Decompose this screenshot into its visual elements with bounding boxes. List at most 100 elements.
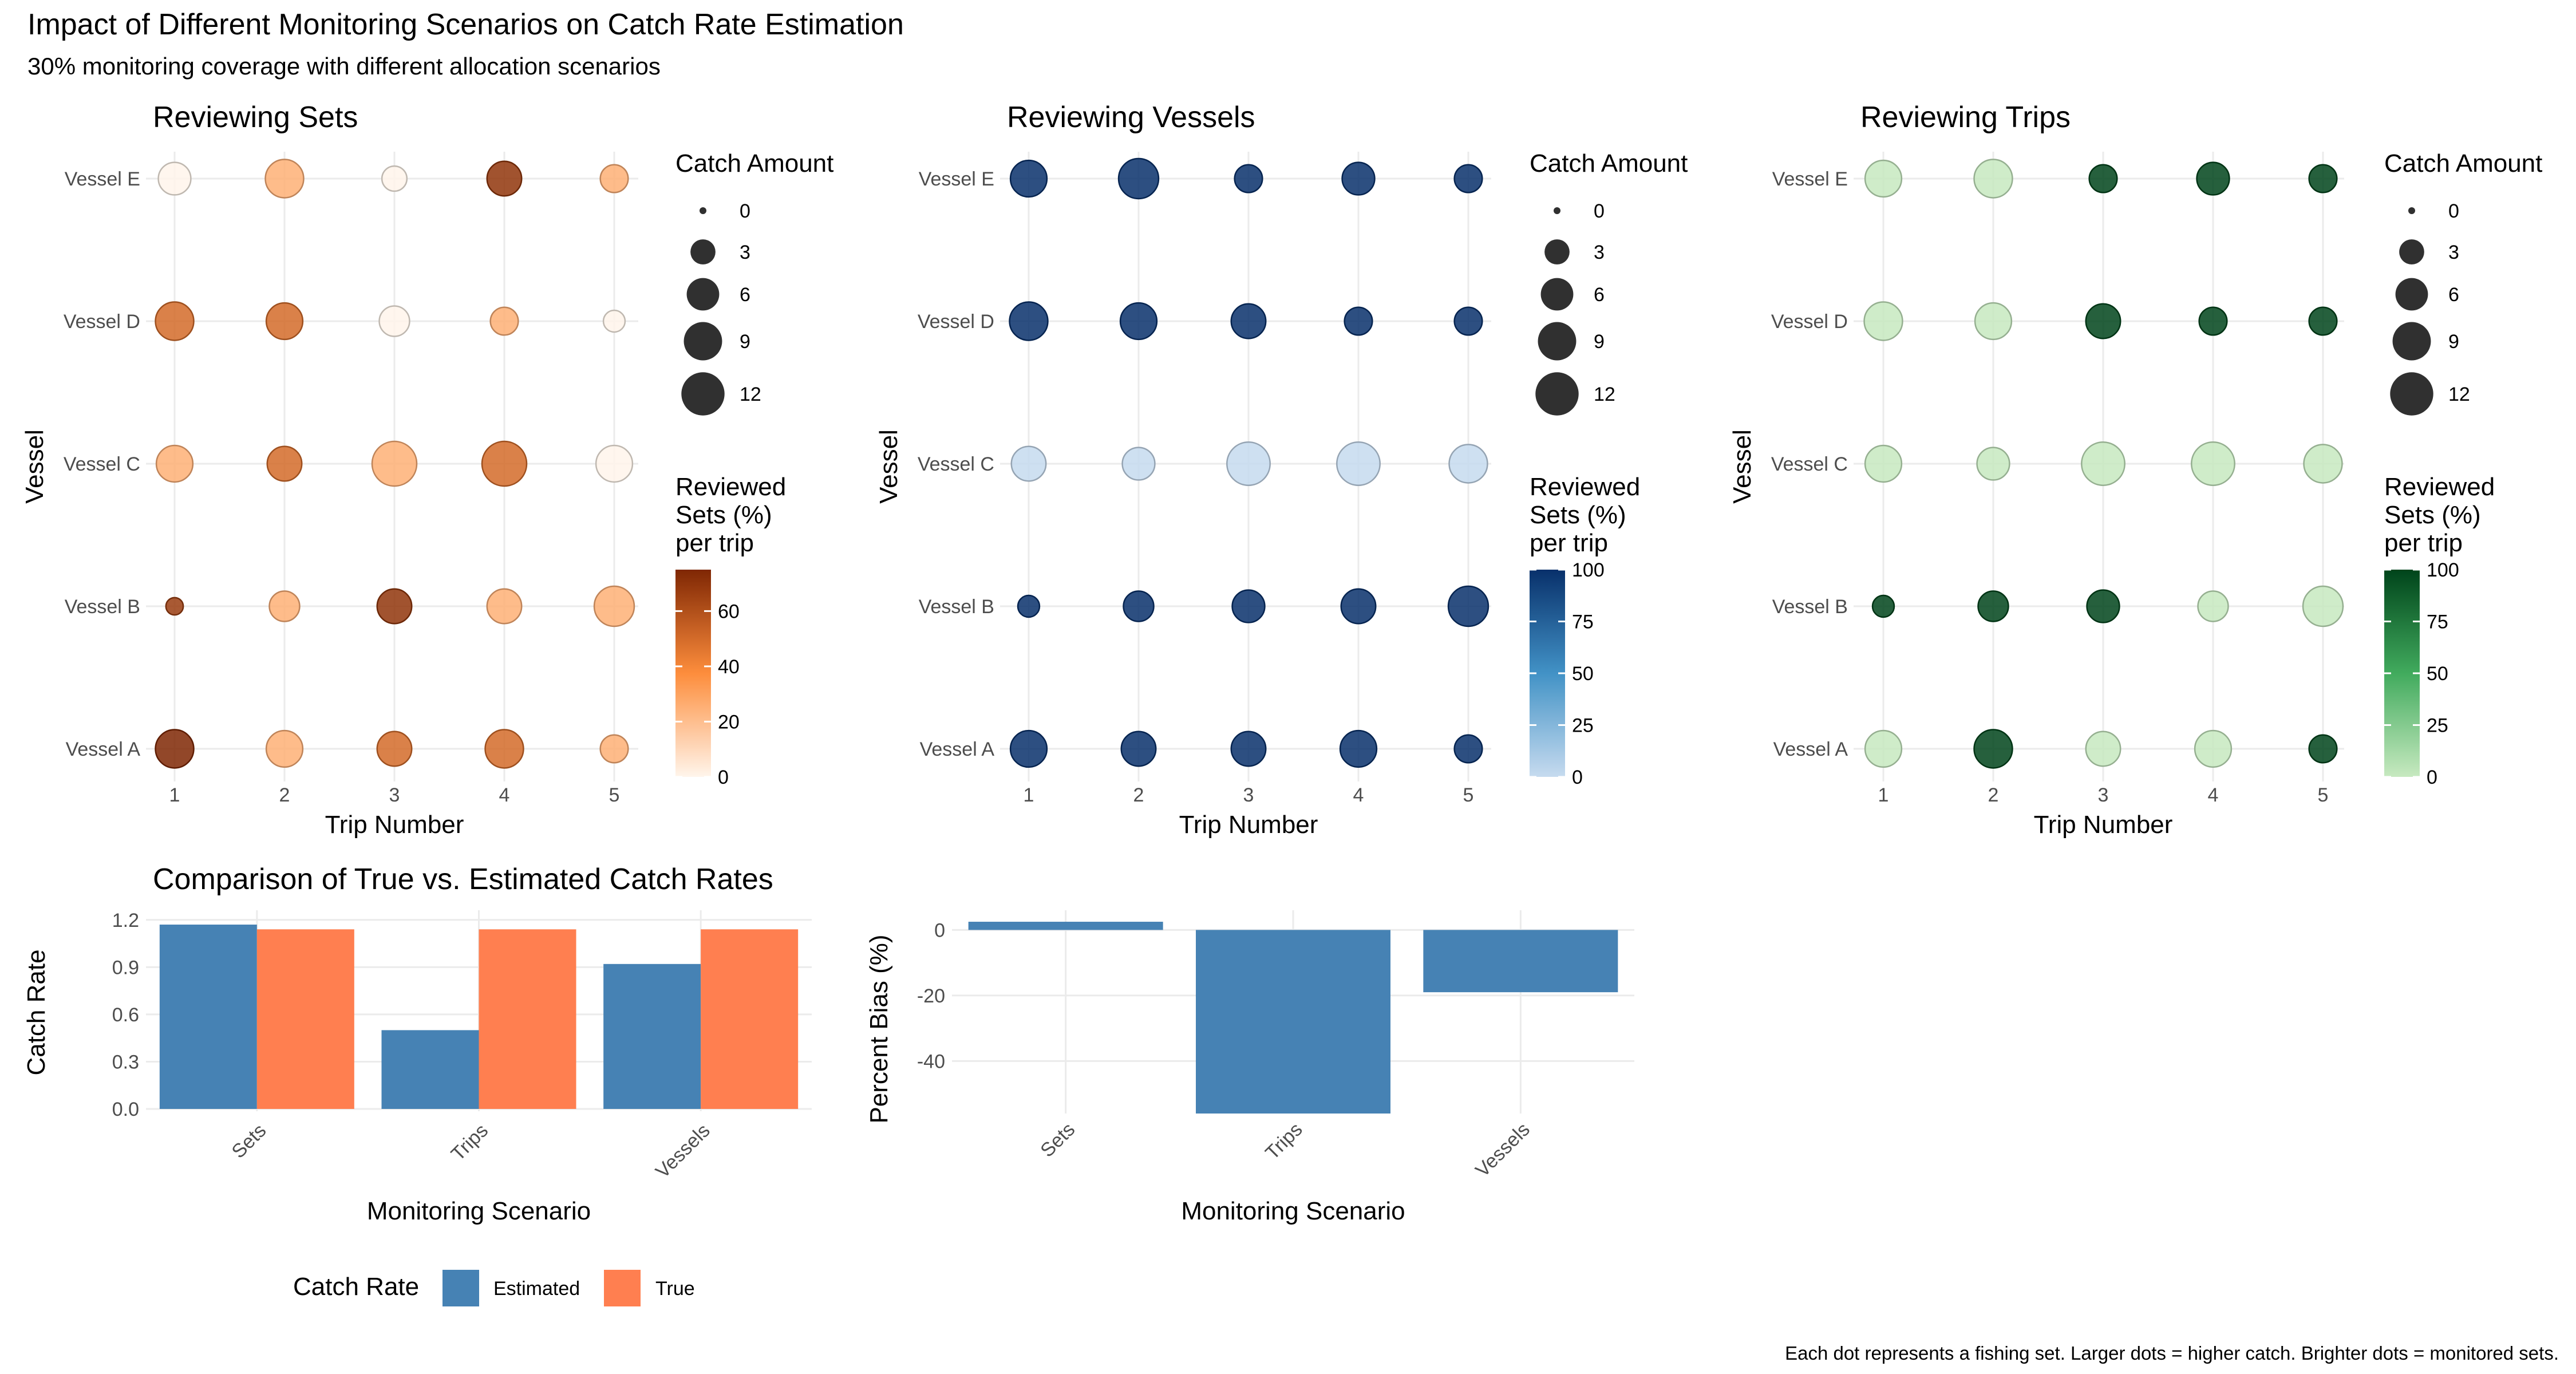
data-point: [1234, 164, 1263, 194]
y-axis-title-sets: Vessel: [21, 429, 49, 504]
y-tick-label: Vessel B: [65, 596, 140, 618]
data-point: [155, 729, 195, 769]
data-point: [1339, 729, 1378, 768]
bar-true: [479, 929, 576, 1109]
x-tick-label: 1: [1024, 784, 1034, 806]
data-point: [484, 729, 524, 769]
data-point: [1340, 588, 1377, 625]
bar-bias: [968, 922, 1163, 930]
data-point: [481, 440, 528, 487]
colorbar-label: 75: [2427, 611, 2448, 633]
data-point: [599, 734, 629, 764]
legend-key-true: [604, 1270, 641, 1306]
bar-true: [256, 929, 354, 1109]
data-point: [2198, 306, 2228, 336]
x-tick-label: 2: [279, 784, 290, 806]
y-axis-title-vessels: Vessel: [875, 429, 903, 504]
data-point: [1230, 731, 1267, 767]
data-point: [1336, 441, 1381, 486]
bar-estimated: [603, 964, 701, 1109]
size-legend-label: 12: [2448, 384, 2470, 405]
data-point: [1871, 594, 1895, 618]
data-point: [2196, 161, 2230, 196]
size-legend-title: Catch Amount: [1530, 149, 1688, 177]
size-legend-label: 3: [2448, 242, 2459, 263]
y-tick-label: Vessel E: [1772, 168, 1848, 190]
y-tick-label: 0.3: [112, 1051, 139, 1073]
data-point: [1226, 441, 1271, 486]
size-legend-label: 9: [740, 331, 750, 353]
size-legend-key: [1540, 278, 1574, 311]
data-point: [1341, 161, 1376, 196]
data-point: [1864, 444, 1903, 483]
data-point: [2308, 734, 2338, 764]
bar-legend-title: Catch Rate: [293, 1273, 419, 1301]
data-point: [2308, 306, 2338, 336]
colorbar-label: 50: [1572, 663, 1594, 685]
data-point: [1009, 729, 1048, 768]
data-point: [265, 302, 304, 341]
size-legend-label: 3: [740, 242, 750, 263]
data-point: [371, 440, 418, 487]
x-axis-title-bias: Monitoring Scenario: [1181, 1197, 1405, 1225]
data-point: [1230, 303, 1267, 339]
size-legend-label: 6: [2448, 284, 2459, 306]
data-point: [1453, 734, 1483, 764]
colorbar-label: 50: [2427, 663, 2448, 685]
data-point: [381, 165, 408, 192]
data-point: [1010, 445, 1047, 482]
color-legend-title: Reviewed: [2384, 473, 2495, 501]
size-legend-key: [2395, 278, 2428, 311]
panel-rates: Comparison of True vs. Estimated Catch R…: [22, 863, 812, 1306]
color-legend-title: per trip: [1530, 529, 1608, 557]
size-legend-label: 3: [1594, 242, 1605, 263]
x-tick-label: 4: [499, 784, 510, 806]
y-tick-label: -40: [917, 1051, 945, 1072]
size-legend-label: 9: [2448, 331, 2459, 353]
y-tick-label: Vessel D: [1771, 311, 1848, 333]
x-axis-title-vessels: Trip Number: [1179, 811, 1318, 839]
y-tick-label: Vessel E: [919, 168, 994, 190]
size-legend-key: [700, 207, 706, 214]
size-legend-label: 12: [740, 384, 761, 405]
data-point: [155, 444, 194, 483]
bar-estimated: [159, 925, 257, 1109]
y-tick-label: Vessel A: [1773, 739, 1848, 760]
data-point: [2303, 444, 2343, 484]
data-point: [1123, 590, 1155, 622]
data-point: [2086, 589, 2120, 623]
data-point: [1976, 447, 2010, 481]
colorbar-label: 0: [718, 767, 729, 788]
x-tick-label: 1: [169, 784, 180, 806]
data-point: [264, 159, 305, 199]
x-tick-label: 5: [1463, 784, 1474, 806]
size-legend-label: 6: [1594, 284, 1605, 306]
colorbar-label: 25: [2427, 715, 2448, 737]
data-point: [157, 161, 192, 196]
x-tick-label: 2: [1988, 784, 1999, 806]
bar-true: [701, 929, 799, 1109]
y-tick-label: 0.9: [112, 957, 139, 978]
size-legend-title: Catch Amount: [675, 149, 833, 177]
size-legend-key: [2408, 207, 2415, 214]
figure-caption: Each dot represents a fishing set. Large…: [1785, 1343, 2559, 1364]
data-point: [593, 585, 635, 627]
size-legend-key: [690, 239, 716, 264]
x-tick-label: Sets: [1036, 1119, 1079, 1162]
x-tick-label: 1: [1878, 784, 1889, 806]
x-axis-title-trips: Trip Number: [2034, 811, 2173, 839]
data-point: [1009, 159, 1048, 198]
panel-title-sets: Reviewing Sets: [153, 101, 358, 134]
y-tick-label: Vessel C: [1771, 453, 1848, 475]
data-point: [2308, 164, 2338, 194]
size-legend-label: 0: [2448, 200, 2459, 222]
data-point: [1864, 159, 1903, 198]
bar-bias: [1196, 930, 1390, 1114]
x-tick-label: 3: [2098, 784, 2109, 806]
size-legend-label: 0: [740, 200, 750, 222]
x-tick-label: 4: [2208, 784, 2219, 806]
y-tick-label: Vessel A: [920, 739, 995, 760]
